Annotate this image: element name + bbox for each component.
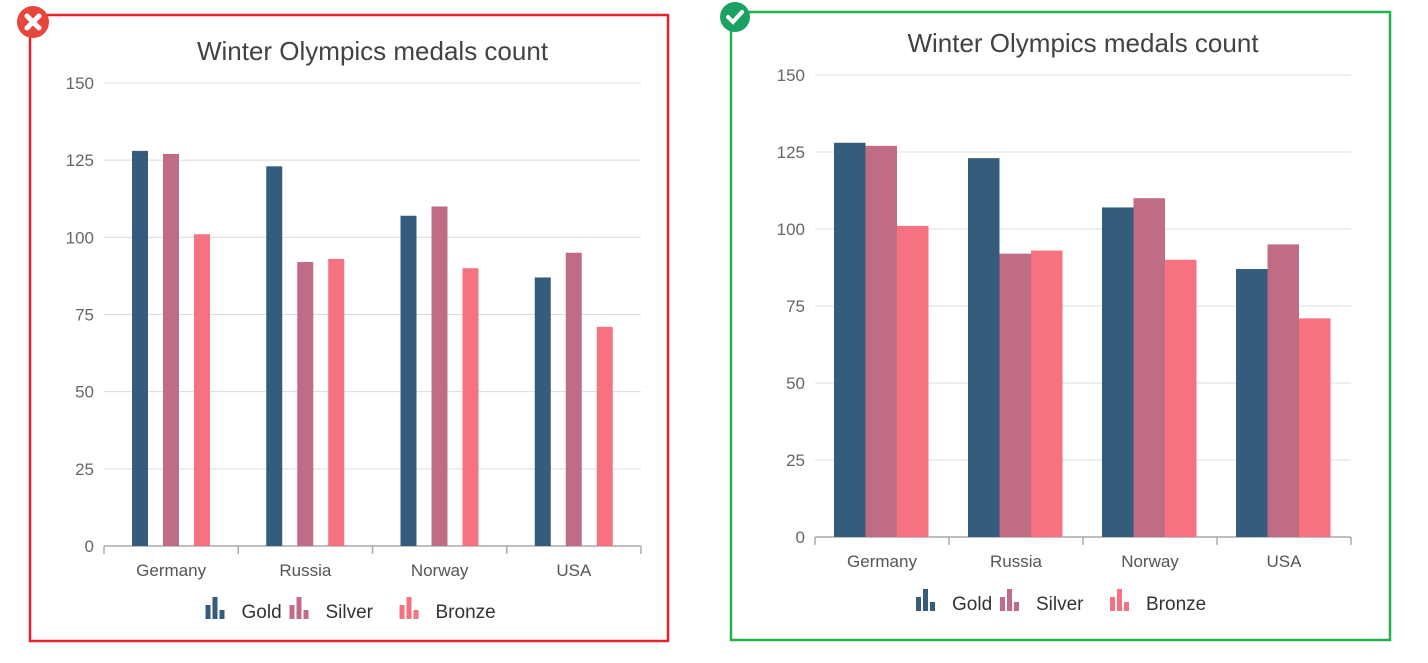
y-tick-label: 150 [66,74,94,93]
legend-bar-icon [399,605,405,619]
panel-border [729,10,1392,642]
check-circle-icon [720,2,750,32]
legend-bar-icon [1000,597,1005,611]
x-tick-label: Russia [279,561,332,580]
legend-item-bronze[interactable]: Bronze [1110,589,1206,615]
bar-gold [1102,207,1134,537]
y-tick-label: 50 [786,374,805,393]
x-tick-label: Norway [1121,552,1179,571]
bar-silver [431,206,448,546]
bar-bronze [194,234,210,546]
bar-gold [400,215,417,546]
legend-bar-icon [1014,602,1019,611]
legend-bar-icon [1117,589,1122,611]
legend-bar-icon [413,610,419,619]
bar-gold [534,277,551,546]
y-tick-label: 0 [796,528,805,547]
y-tick-label: 75 [75,306,94,325]
legend-item-silver[interactable]: Silver [289,597,374,623]
y-tick-label: 100 [66,228,94,247]
legend-label: Gold [952,594,992,615]
chart-title: Winter Olympics medals count [197,36,549,66]
legend-bar-icon [406,597,412,619]
y-tick-label: 100 [777,220,805,239]
bar-bronze [462,268,479,546]
legend-bar-icon [1110,597,1115,611]
x-tick-label: Germany [847,552,917,571]
bar-silver [1133,198,1165,537]
y-tick-label: 25 [75,460,94,479]
x-tick-label: Russia [990,552,1043,571]
x-tick-label: USA [556,561,592,580]
chart-correct: Winter Olympics medals count 0 25 50 75 100 12… [729,10,1392,642]
legend-bar-icon [1124,602,1129,611]
bar-gold [1236,269,1268,537]
y-tick-label: 125 [66,151,94,170]
x-tick-label: Germany [136,561,206,580]
bar-bronze [1031,250,1063,537]
bar-silver [297,262,314,546]
bar-gold [266,166,283,546]
legend-bar-icon [1007,589,1012,611]
legend-bar-icon [930,602,935,611]
bar-gold [132,150,148,546]
bar-silver [999,253,1031,537]
legend-bar-icon [205,605,211,619]
x-tick-label: Norway [411,561,469,580]
chart-incorrect: Winter Olympics medals count 0 25 50 75 100 12… [28,13,670,643]
bar-gold [968,158,1000,537]
y-tick-label: 150 [777,66,805,85]
legend-bar-icon [289,605,295,619]
bar-silver [1267,244,1299,537]
y-tick-label: 50 [75,383,94,402]
legend-item-gold[interactable]: Gold [205,597,282,623]
legend-bar-icon [212,597,218,619]
bar-bronze [1165,259,1197,537]
bar-silver [865,145,897,537]
cross-circle-icon [17,6,49,38]
y-tick-label: 25 [786,451,805,470]
legend-bar-icon [916,597,921,611]
panel-border [28,13,670,643]
bar-bronze [1299,318,1331,537]
chart-title: Winter Olympics medals count [907,28,1259,58]
y-tick-label: 0 [85,537,94,556]
legend-item-silver[interactable]: Silver [1000,589,1084,615]
legend-bar-icon [303,610,309,619]
legend-label: Gold [242,602,282,623]
bar-silver [163,153,179,546]
y-tick-label: 75 [786,297,805,316]
legend-label: Silver [326,602,374,623]
legend-label: Bronze [436,602,496,623]
legend-bar-icon [296,597,302,619]
legend-item-gold[interactable]: Gold [916,589,992,615]
x-tick-label: USA [1267,552,1303,571]
y-tick-label: 125 [777,143,805,162]
legend-bar-icon [923,589,928,611]
bar-bronze [897,225,929,538]
legend-label: Silver [1036,594,1084,615]
legend-label: Bronze [1146,594,1206,615]
bar-bronze [596,326,613,546]
bar-gold [834,142,866,537]
bar-bronze [328,258,345,546]
legend-bar-icon [219,610,225,619]
legend-item-bronze[interactable]: Bronze [399,597,496,623]
bar-silver [565,252,582,546]
